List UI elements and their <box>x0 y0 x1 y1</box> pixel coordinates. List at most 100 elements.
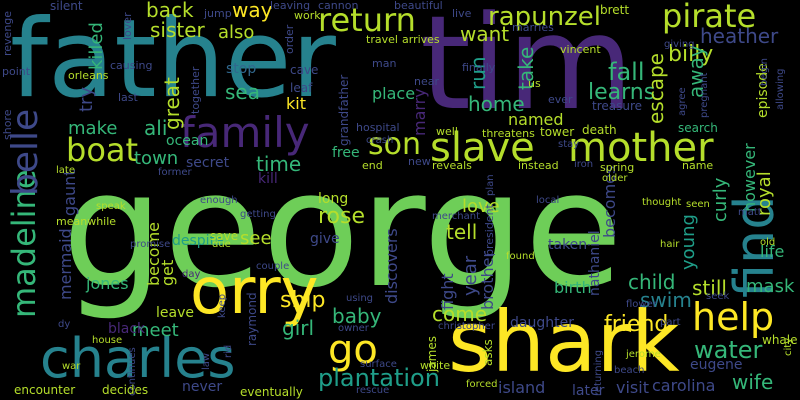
word-arrives: arrives <box>402 33 440 46</box>
word-well: well <box>436 125 458 138</box>
word-rid: rid <box>223 344 234 358</box>
word-encounter: encounter <box>14 383 76 397</box>
word-cannon: cannon <box>318 0 359 12</box>
word-shore: shore <box>1 109 14 140</box>
word-man: man <box>372 57 397 70</box>
word-former: former <box>158 167 192 178</box>
word-lover: lover <box>121 12 134 40</box>
word-thought: thought <box>642 197 682 208</box>
word-merchant: merchant <box>432 211 481 222</box>
word-slave: slave <box>430 125 535 171</box>
word-promise: promise <box>130 239 171 250</box>
word-carolina: carolina <box>652 376 716 395</box>
word-ocean: ocean <box>166 133 209 149</box>
word-seen: seen <box>686 199 710 210</box>
word-point: point <box>2 65 31 78</box>
word-free: free <box>332 145 360 161</box>
word-white: white <box>420 359 451 372</box>
word-war: war <box>62 361 81 372</box>
word-christopher: christopher <box>438 321 495 332</box>
word-asks: asks <box>481 339 495 366</box>
word-try: try <box>76 86 97 112</box>
word-stay: stay <box>558 139 580 150</box>
word-meanwhile: meanwhile <box>56 215 117 228</box>
word-tim: tim <box>420 0 634 139</box>
word-boat: boat <box>66 131 139 169</box>
word-city: city <box>783 337 794 356</box>
word-make: make <box>68 118 118 139</box>
word-law: law <box>201 352 212 370</box>
word-young: young <box>678 214 699 270</box>
word-taken: taken <box>548 237 588 253</box>
word-silent: silent <box>50 0 83 13</box>
word-decides: decides <box>102 383 149 397</box>
word-plan: plan <box>485 174 496 196</box>
word-sea: sea <box>225 80 260 104</box>
word-new: new <box>408 155 431 168</box>
word-reveals: reveals <box>432 159 472 172</box>
word-still: still <box>692 276 727 300</box>
word-mermaid: mermaid <box>56 228 75 300</box>
word-president: president <box>483 204 496 256</box>
word-family: family <box>180 108 310 157</box>
word-eventually: eventually <box>240 385 303 399</box>
word-charles: charles <box>40 327 236 390</box>
word-name: name <box>682 159 714 172</box>
word-never: never <box>182 379 223 395</box>
word-due: due <box>212 239 231 250</box>
word-live: live <box>452 7 472 20</box>
word-heather: heather <box>700 24 779 48</box>
word-great: great <box>160 77 184 130</box>
word-save: save <box>210 229 239 243</box>
word-vincent: vincent <box>560 43 601 56</box>
word-treasure: treasure <box>592 99 643 113</box>
word-enough: enough <box>200 195 238 206</box>
word-keep: keep <box>217 293 228 318</box>
word-search: search <box>678 121 718 135</box>
word-agree: agree <box>677 87 688 116</box>
word-near: near <box>414 75 440 88</box>
word-meet: meet <box>132 320 179 341</box>
word-iron: iron <box>574 159 594 170</box>
word-nathaniel: nathaniel <box>587 230 603 296</box>
word-rapunzel: rapunzel <box>488 2 601 32</box>
word-marries: marries <box>512 21 554 34</box>
word-daughter: daughter <box>510 315 574 331</box>
word-speak: speak <box>96 201 126 212</box>
word-spring: spring <box>600 161 635 174</box>
word-want: want <box>460 22 510 46</box>
word-tell: tell <box>446 220 478 244</box>
word-brother: brother <box>478 250 497 310</box>
word-fall: fall <box>608 58 645 86</box>
word-ali: ali <box>144 116 168 140</box>
word-begin: begin <box>759 58 770 86</box>
word-rescue: rescue <box>356 385 390 396</box>
word-killed: killed <box>86 22 107 70</box>
word-using: using <box>346 293 374 304</box>
word-found: found <box>506 251 535 262</box>
word-girl: girl <box>282 316 315 340</box>
word-named: named <box>508 110 564 129</box>
word-plantation: plantation <box>318 364 440 392</box>
word-life: life <box>760 242 785 261</box>
word-surface: surface <box>360 359 397 370</box>
word-long: long <box>318 191 349 207</box>
word-hair: hair <box>660 239 680 250</box>
word-return: return <box>318 1 416 39</box>
word-child: child <box>628 270 676 294</box>
word-baby: baby <box>332 304 382 328</box>
word-mother: mother <box>568 125 714 171</box>
word-shark: shark <box>448 293 680 391</box>
word-instead: instead <box>518 159 559 172</box>
word-town: town <box>134 148 179 169</box>
word-seek: seek <box>706 291 730 302</box>
word-learns: learns <box>588 80 656 105</box>
word-orleans: orleans <box>68 69 109 82</box>
word-marry: marry <box>410 88 429 136</box>
word-gaunt: gaunt <box>60 169 79 216</box>
word-see: see <box>240 228 272 249</box>
word-stop: stop <box>226 61 257 77</box>
word-jones: jones <box>86 274 129 293</box>
word-friend: friend <box>604 312 669 337</box>
